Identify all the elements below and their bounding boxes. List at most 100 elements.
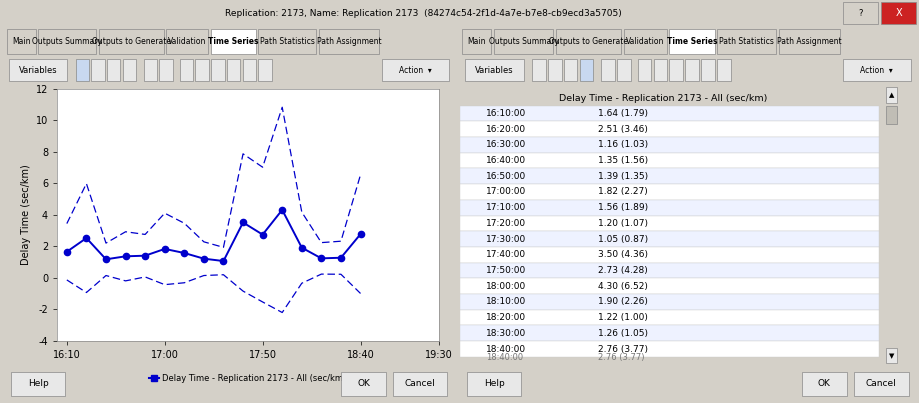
Bar	[460, 294, 879, 310]
Text: 18:40:00: 18:40:00	[485, 345, 526, 353]
FancyBboxPatch shape	[91, 59, 105, 81]
Text: ▲: ▲	[888, 92, 893, 98]
Y-axis label: Delay Time (sec/km): Delay Time (sec/km)	[21, 164, 31, 265]
Bar	[460, 106, 879, 121]
Text: 16:30:00: 16:30:00	[485, 140, 526, 150]
Text: 2.73 (4.28): 2.73 (4.28)	[597, 266, 647, 275]
Text: Action  ▾: Action ▾	[399, 66, 431, 75]
Text: 18:00:00: 18:00:00	[485, 282, 526, 291]
FancyBboxPatch shape	[617, 59, 630, 81]
Text: 17:40:00: 17:40:00	[485, 250, 526, 259]
Text: Main: Main	[467, 37, 485, 46]
FancyBboxPatch shape	[548, 59, 561, 81]
FancyBboxPatch shape	[842, 2, 877, 24]
Text: 17:30:00: 17:30:00	[485, 235, 526, 243]
FancyBboxPatch shape	[461, 29, 491, 54]
Text: 18:30:00: 18:30:00	[485, 329, 526, 338]
Text: Path Assignment: Path Assignment	[777, 37, 841, 46]
Bar	[460, 153, 879, 168]
FancyBboxPatch shape	[669, 29, 714, 54]
Bar	[460, 121, 879, 137]
Text: 1.16 (1.03): 1.16 (1.03)	[597, 140, 648, 150]
FancyBboxPatch shape	[717, 59, 731, 81]
FancyBboxPatch shape	[685, 59, 698, 81]
Legend: Delay Time - Replication 2173 - All (sec/km): Delay Time - Replication 2173 - All (sec…	[145, 371, 350, 387]
FancyBboxPatch shape	[210, 29, 255, 54]
Text: Action  ▾: Action ▾	[859, 66, 892, 75]
Text: OK: OK	[817, 379, 830, 388]
Text: Cancel: Cancel	[865, 379, 896, 388]
Text: 17:10:00: 17:10:00	[485, 203, 526, 212]
Bar	[460, 216, 879, 231]
Bar	[460, 168, 879, 184]
Text: 16:10:00: 16:10:00	[485, 109, 526, 118]
FancyBboxPatch shape	[717, 29, 776, 54]
FancyBboxPatch shape	[531, 59, 545, 81]
FancyBboxPatch shape	[98, 29, 164, 54]
Text: 1.22 (1.00): 1.22 (1.00)	[597, 313, 648, 322]
Text: 4.30 (6.52): 4.30 (6.52)	[597, 282, 648, 291]
Bar	[460, 184, 879, 200]
Text: 17:00:00: 17:00:00	[485, 187, 526, 197]
FancyBboxPatch shape	[210, 59, 224, 81]
FancyBboxPatch shape	[341, 372, 386, 396]
Text: 1.26 (1.05): 1.26 (1.05)	[597, 329, 648, 338]
Text: X: X	[894, 8, 902, 18]
FancyBboxPatch shape	[195, 59, 209, 81]
Bar	[460, 341, 879, 357]
FancyBboxPatch shape	[392, 372, 447, 396]
FancyBboxPatch shape	[579, 59, 593, 81]
FancyBboxPatch shape	[555, 29, 620, 54]
Text: 1.90 (2.26): 1.90 (2.26)	[597, 297, 648, 306]
Text: 16:20:00: 16:20:00	[485, 125, 526, 134]
FancyBboxPatch shape	[227, 59, 240, 81]
FancyBboxPatch shape	[563, 59, 577, 81]
Text: 3.50 (4.36): 3.50 (4.36)	[597, 250, 648, 259]
Text: 1.20 (1.07): 1.20 (1.07)	[597, 219, 648, 228]
FancyBboxPatch shape	[466, 372, 521, 396]
Text: OK: OK	[357, 379, 369, 388]
FancyBboxPatch shape	[107, 59, 120, 81]
Text: Validation: Validation	[168, 37, 206, 46]
Text: 1.39 (1.35): 1.39 (1.35)	[597, 172, 648, 181]
FancyBboxPatch shape	[159, 59, 173, 81]
Text: Outputs Summary: Outputs Summary	[32, 37, 102, 46]
Text: 2.51 (3.46): 2.51 (3.46)	[597, 125, 648, 134]
Text: Variables: Variables	[474, 66, 513, 75]
Bar	[460, 137, 879, 153]
FancyBboxPatch shape	[319, 29, 379, 54]
Text: 18:20:00: 18:20:00	[485, 313, 526, 322]
FancyBboxPatch shape	[6, 29, 36, 54]
FancyBboxPatch shape	[258, 29, 316, 54]
Text: 1.35 (1.56): 1.35 (1.56)	[597, 156, 648, 165]
Text: Help: Help	[28, 379, 49, 388]
FancyBboxPatch shape	[122, 59, 136, 81]
Text: 2.76 (3.77): 2.76 (3.77)	[597, 353, 644, 362]
Text: Path Statistics: Path Statistics	[719, 37, 773, 46]
Bar	[460, 326, 879, 341]
Text: 1.82 (2.27): 1.82 (2.27)	[597, 187, 647, 197]
Text: 18:40:00: 18:40:00	[485, 353, 523, 362]
Text: 1.56 (1.89): 1.56 (1.89)	[597, 203, 648, 212]
FancyBboxPatch shape	[258, 59, 271, 81]
FancyBboxPatch shape	[166, 29, 209, 54]
Text: Time Series: Time Series	[208, 37, 258, 46]
Text: 1.64 (1.79): 1.64 (1.79)	[597, 109, 648, 118]
FancyBboxPatch shape	[853, 372, 908, 396]
Text: Time Series: Time Series	[666, 37, 717, 46]
Text: Outputs to Generate: Outputs to Generate	[92, 37, 171, 46]
Text: Main: Main	[12, 37, 30, 46]
Text: 16:50:00: 16:50:00	[485, 172, 526, 181]
FancyBboxPatch shape	[179, 59, 193, 81]
Text: Outputs Summary: Outputs Summary	[488, 37, 558, 46]
FancyBboxPatch shape	[464, 59, 523, 81]
Bar	[460, 231, 879, 247]
FancyBboxPatch shape	[75, 59, 89, 81]
Text: Variables: Variables	[19, 66, 58, 75]
Bar	[460, 278, 879, 294]
Text: 17:20:00: 17:20:00	[485, 219, 526, 228]
Text: 1.05 (0.87): 1.05 (0.87)	[597, 235, 648, 243]
Bar	[460, 263, 879, 278]
FancyBboxPatch shape	[669, 59, 683, 81]
Text: Replication: 2173, Name: Replication 2173  (84274c54-2f1d-4a7e-b7e8-cb9ecd3a5705: Replication: 2173, Name: Replication 217…	[224, 8, 621, 18]
